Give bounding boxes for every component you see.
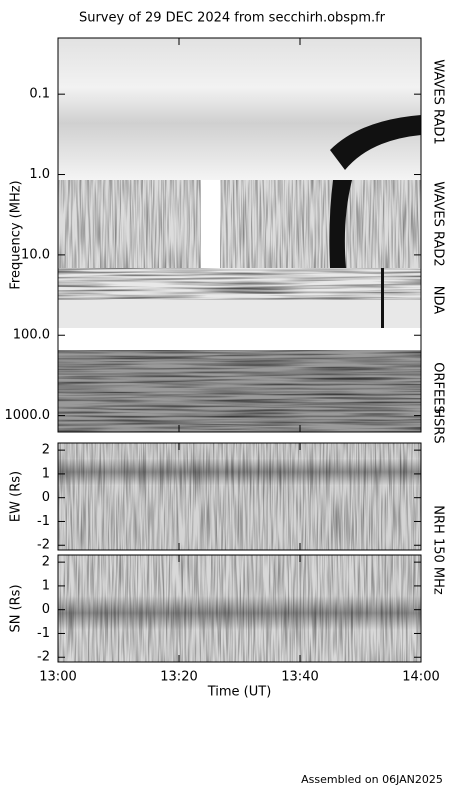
side-label: NRH 150 MHz [431,505,446,595]
y-tick-label: 1.0 [29,167,50,182]
side-label: ORFEES [431,362,446,413]
plot-frame [57,442,422,551]
side-label: NDA [431,286,446,315]
y-tick-label: 100.0 [13,328,50,343]
y-tick-label: -2 [37,650,50,665]
spectra-image [58,38,421,662]
x-axis-label: Time (UT) [207,685,272,700]
side-label: WAVES RAD1 [431,59,446,144]
side-label: HSRS [431,408,446,443]
plot-frame [57,554,422,663]
x-tick-label: 13:00 [39,670,76,685]
y-tick-label: 0 [42,602,50,617]
y-tick-label: 1 [42,578,50,593]
plot-frame [57,37,422,433]
y-tick-label: 1 [42,466,50,481]
y-tick-label: 1000.0 [5,408,51,423]
y-tick-label: -2 [37,538,50,553]
chart-title: Survey of 29 DEC 2024 from secchirh.obsp… [79,11,386,26]
y-tick-label: 2 [42,443,50,458]
y-tick-label: 2 [42,555,50,570]
y-tick-label: -1 [37,514,50,529]
x-tick-label: 13:40 [281,670,318,685]
y-axis-label: EW (Rs) [9,471,24,522]
y-axis-label: SN (Rs) [9,584,24,632]
y-tick-label: 10.0 [21,247,50,262]
y-tick-label: 0.1 [29,87,50,102]
y-tick-label: 0 [42,490,50,505]
x-tick-label: 13:20 [160,670,197,685]
side-label: WAVES RAD2 [431,181,446,266]
footnote: Assembled on 06JAN2025 [301,773,443,786]
x-tick-label: 14:00 [402,670,439,685]
y-axis-label: Frequency (MHz) [9,180,24,289]
y-tick-label: -1 [37,626,50,641]
